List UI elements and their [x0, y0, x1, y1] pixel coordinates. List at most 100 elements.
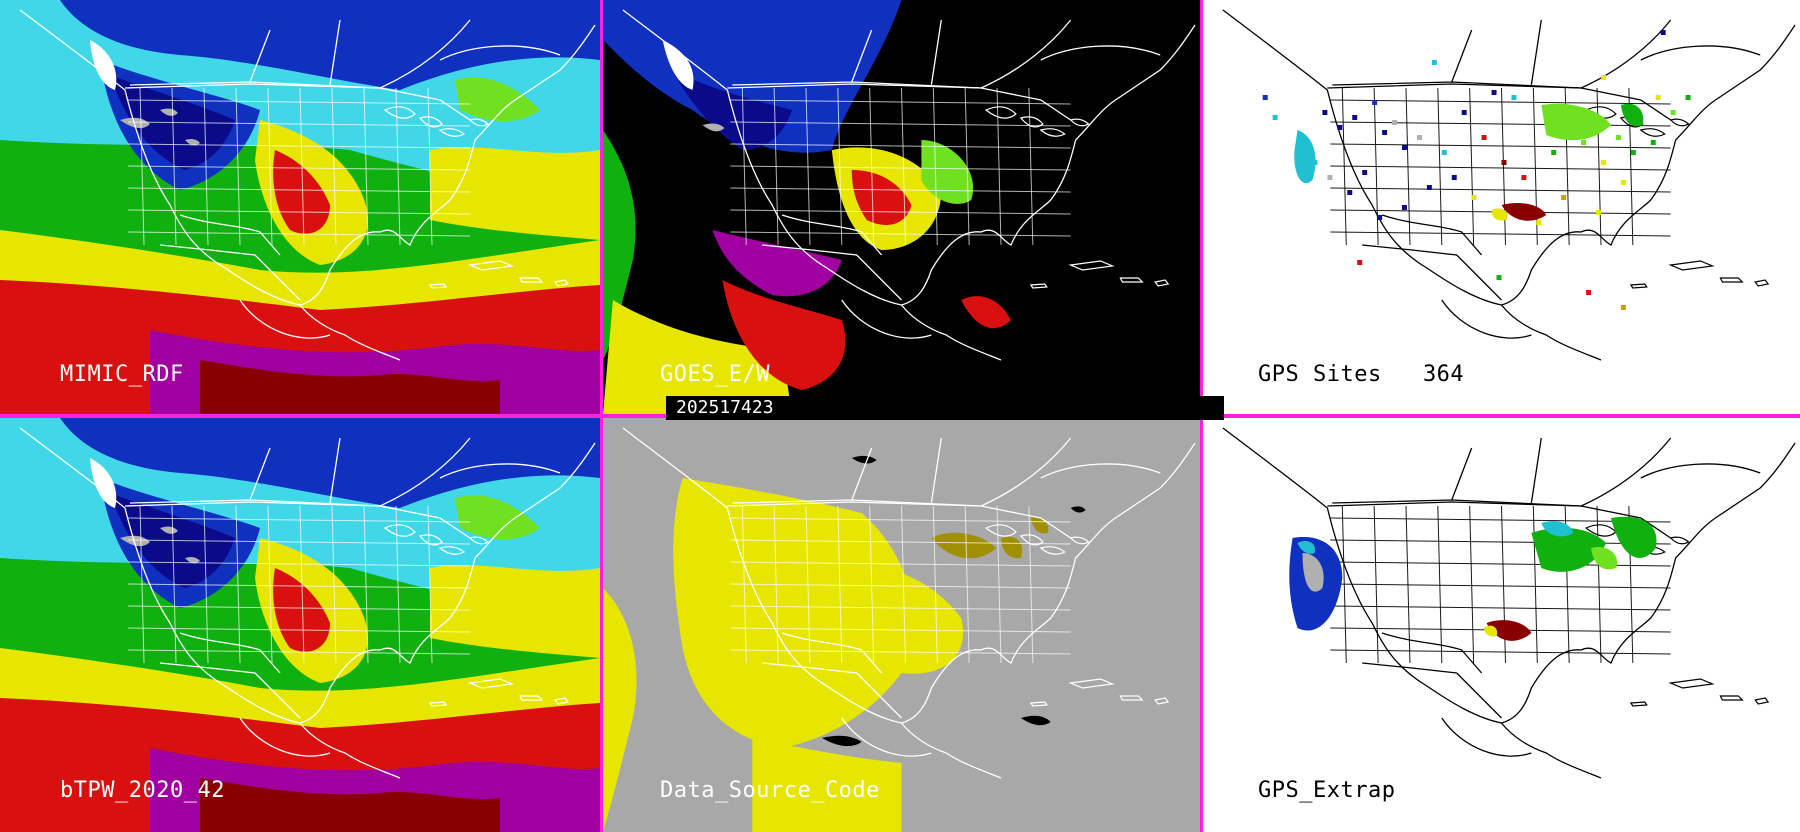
- state-boundary-line: [331, 505, 337, 664]
- state-boundary-line: [1330, 187, 1671, 193]
- moisture-region: [961, 296, 1011, 329]
- state-boundary-line: [1501, 87, 1506, 246]
- state-boundary-line: [127, 627, 471, 633]
- gps-site-marker: [1352, 115, 1358, 120]
- lake-or-island: [1719, 695, 1744, 701]
- moisture-region: [1483, 625, 1498, 637]
- gps-site-marker: [1536, 220, 1542, 225]
- state-boundary-line: [127, 143, 471, 149]
- lake-or-island: [418, 116, 443, 128]
- us-canada-border: [1327, 83, 1672, 121]
- no-data-region: [851, 455, 877, 464]
- state-boundary-line: [1330, 99, 1671, 105]
- map-canvas: [1222, 9, 1796, 361]
- gps-site-marker: [1262, 95, 1268, 100]
- state-boundary-line: [730, 539, 1071, 545]
- state-boundary-line: [1028, 87, 1034, 246]
- gps-site-marker: [1521, 175, 1527, 180]
- moisture-region: [1531, 527, 1606, 572]
- lake-or-island: [468, 536, 490, 545]
- gps-site-marker: [1511, 95, 1517, 100]
- state-boundary-line: [427, 505, 433, 664]
- state-boundary-line: [127, 539, 471, 545]
- lake-or-island: [1639, 128, 1666, 137]
- moisture-region: [185, 557, 200, 564]
- coastline: [732, 19, 1161, 89]
- data-source-region: [603, 588, 637, 832]
- state-boundary-line: [127, 165, 471, 171]
- lake-or-island: [1019, 116, 1044, 128]
- data-source-region: [931, 532, 997, 559]
- data-source-region: [673, 478, 914, 748]
- moisture-region: [1486, 620, 1532, 641]
- us-mexico-border: [1362, 244, 1502, 301]
- moisture-region: [1541, 521, 1574, 537]
- gps-site-marker: [1581, 140, 1587, 145]
- lake-or-island: [383, 106, 416, 119]
- moisture-region: [662, 40, 694, 90]
- coastline: [622, 9, 1196, 306]
- gps-site-marker: [1461, 110, 1467, 115]
- lake-or-island: [1754, 697, 1770, 705]
- state-boundary-line: [964, 505, 970, 664]
- moisture-region: [185, 139, 200, 146]
- state-boundary-line: [363, 505, 369, 664]
- gps-site-marker: [1655, 95, 1661, 100]
- coastline: [1222, 427, 1796, 724]
- us-mexico-border: [159, 662, 301, 719]
- gps-site-marker: [1586, 290, 1592, 295]
- state-boundary-line: [299, 505, 305, 664]
- gps-site-marker: [1630, 150, 1636, 155]
- moisture-region: [340, 98, 420, 127]
- state-boundary-line: [1437, 505, 1443, 664]
- lake-or-island: [553, 279, 570, 287]
- coastline: [781, 214, 932, 339]
- gps-site-marker: [1601, 160, 1606, 165]
- state-boundary-line: [730, 187, 1071, 193]
- moisture-region: [921, 140, 974, 204]
- coastline: [299, 722, 401, 779]
- us-canada-border: [124, 83, 471, 121]
- moisture-region: [455, 77, 540, 122]
- lake-or-island: [438, 128, 466, 137]
- us-mexico-border: [762, 244, 902, 301]
- panel-gps-extrap: [1203, 418, 1800, 832]
- state-boundary-line: [730, 165, 1071, 171]
- state-boundary-line: [1532, 505, 1538, 664]
- map-canvas: [0, 418, 600, 832]
- state-boundary-line: [730, 209, 1071, 215]
- gps-site-marker: [1650, 140, 1656, 145]
- us-canada-border: [1327, 501, 1672, 539]
- state-boundary-line: [1330, 165, 1671, 171]
- coastline: [622, 427, 1196, 724]
- moisture-region: [1501, 203, 1547, 221]
- coastline: [900, 722, 1002, 779]
- gps-site-marker: [1382, 130, 1388, 135]
- lake-or-island: [519, 277, 544, 283]
- gps-site-marker: [1372, 100, 1378, 105]
- state-boundary-line: [730, 143, 1071, 149]
- data-source-region: [1001, 536, 1023, 559]
- lake-or-island: [1719, 277, 1744, 283]
- lake-or-island: [1154, 697, 1170, 705]
- moisture-region: [430, 147, 600, 240]
- state-boundary-line: [299, 87, 305, 246]
- state-boundary-line: [932, 505, 938, 664]
- moisture-region: [1610, 516, 1657, 558]
- state-boundary-line: [730, 121, 1071, 127]
- lake-or-island: [1669, 536, 1690, 545]
- gps-site-marker: [1347, 190, 1353, 195]
- no-data-region: [821, 735, 862, 747]
- gps-site-marker: [1670, 110, 1676, 115]
- state-boundary-line: [331, 87, 337, 246]
- gps-site-marker: [1402, 205, 1407, 210]
- panel-btpw: [0, 418, 600, 832]
- map-outline: [19, 9, 596, 361]
- state-boundary-line: [127, 121, 471, 127]
- state-boundary-line: [730, 605, 1071, 611]
- state-boundary-line: [267, 87, 273, 246]
- lake-or-island: [383, 524, 416, 537]
- gps-site-marker: [1322, 110, 1328, 115]
- coastline: [179, 214, 331, 339]
- data-source-region: [831, 565, 964, 674]
